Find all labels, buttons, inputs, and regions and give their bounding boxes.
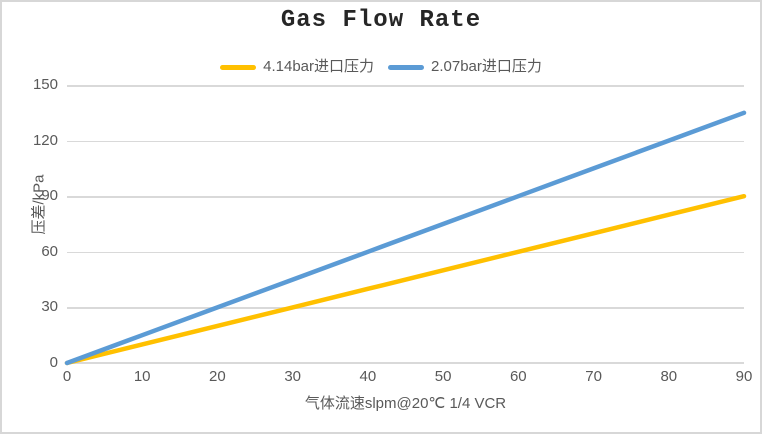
y-axis-title: 压差/kPa	[30, 174, 48, 235]
series-line-207bar	[64, 110, 747, 366]
gridline-60	[67, 251, 744, 254]
legend: 4.14bar进口压力 2.07bar进口压力	[2, 58, 760, 76]
x-axis-title: 气体流速slpm@20℃ 1/4 VCR	[304, 395, 507, 412]
y-tick-0: 0	[49, 354, 58, 371]
x-tick-20: 20	[209, 368, 226, 385]
legend-item-207bar: 2.07bar进口压力	[388, 58, 542, 76]
y-tick-90: 90	[41, 187, 58, 204]
legend-label: 4.14bar进口压力	[263, 58, 374, 75]
x-tick-40: 40	[359, 368, 377, 385]
gridline-90	[67, 196, 744, 198]
y-tick-60: 60	[41, 243, 58, 260]
x-tick-30: 30	[284, 368, 302, 385]
chart-title: Gas Flow Rate	[280, 7, 482, 34]
legend-line-swatch-blue	[388, 64, 424, 70]
x-tick-80: 80	[660, 368, 678, 385]
gridline-120	[67, 140, 744, 143]
x-tick-90: 90	[735, 368, 753, 385]
plot-area	[64, 85, 747, 366]
series-line-414bar	[64, 193, 747, 366]
plot-svg	[64, 110, 747, 366]
y-tick-30: 30	[41, 298, 58, 315]
legend-label: 2.07bar进口压力	[431, 58, 542, 75]
y-tick-120: 120	[32, 132, 58, 149]
x-tick-10: 10	[133, 368, 151, 385]
legend-item-414bar: 4.14bar进口压力	[220, 58, 374, 76]
x-tick-0: 0	[62, 368, 72, 385]
gridline-30	[67, 307, 744, 309]
y-tick-150: 150	[32, 76, 58, 93]
legend-line-swatch-yellow	[220, 64, 257, 70]
x-tick-70: 70	[585, 368, 602, 385]
x-tick-50: 50	[434, 368, 452, 385]
gridline-0	[67, 362, 744, 364]
x-tick-60: 60	[509, 368, 527, 385]
gridline-150	[67, 85, 744, 87]
